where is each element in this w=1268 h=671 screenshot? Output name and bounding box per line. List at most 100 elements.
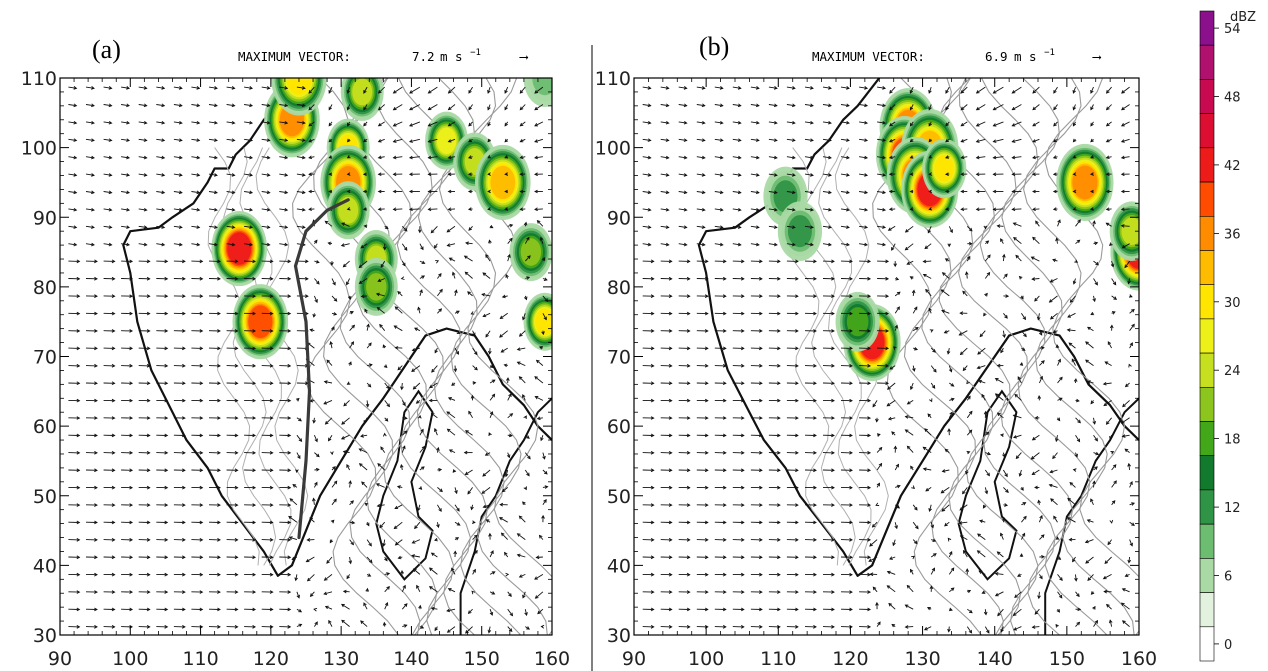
- panel-b-wind-vector: [966, 429, 973, 436]
- panel-a-reflectivity-cell: [509, 223, 552, 282]
- panel-b-wind-vector: [714, 103, 724, 108]
- panel-b-wind-vector: [886, 585, 896, 593]
- panel-a-wind-vector: [103, 363, 116, 368]
- panel-a-wind-vector: [430, 225, 438, 234]
- panel-a-wind-vector: [401, 445, 406, 453]
- panel-a-wind-vector: [507, 393, 512, 401]
- panel-b-wind-vector: [804, 503, 817, 507]
- panel-b-wind-vector: [1074, 452, 1078, 458]
- panel-b-label: (b): [699, 32, 729, 61]
- panel-b-wind-vector: [859, 451, 872, 455]
- panel-a-wind-vector: [261, 538, 274, 542]
- panel-a-wind-vector: [226, 485, 239, 490]
- panel-b-wind-vector: [1075, 607, 1082, 612]
- panel-a-wind-vector: [226, 225, 236, 229]
- panel-b-wind-vector: [886, 400, 896, 407]
- panel-a-wind-vector: [85, 503, 98, 507]
- panel-b-wind-vector: [1035, 220, 1040, 227]
- panel-a-wind-vector: [428, 398, 438, 403]
- panel-a-wind-vector: [485, 254, 491, 262]
- panel-a-wind-vector: [244, 451, 257, 455]
- panel-b-wind-vector: [804, 155, 814, 160]
- panel-a-wind-vector: [226, 572, 239, 577]
- panel-a-wind-vector: [68, 138, 78, 142]
- panel-b-wind-vector: [786, 190, 796, 195]
- panel-b-wind-vector: [768, 398, 781, 403]
- panel-a-wind-vector: [314, 621, 318, 627]
- panel-b-wind-vector: [804, 225, 814, 229]
- panel-b-wind-vector: [887, 225, 896, 231]
- panel-b-wind-vector: [768, 294, 781, 298]
- panel-b-wind-vector: [750, 520, 763, 525]
- panel-b-wind-vector: [1085, 341, 1094, 349]
- panel-b-wind-vector: [948, 411, 953, 419]
- panel-a-wind-vector: [418, 604, 422, 610]
- panel-a-wind-vector: [121, 120, 131, 125]
- panel-b-wind-vector: [1013, 626, 1022, 631]
- panel-b-wind-vector: [696, 103, 706, 108]
- panel-b-wind-vector: [678, 572, 691, 577]
- panel-b-wind-vector: [889, 121, 896, 127]
- panel-b-wind-vector: [714, 329, 727, 333]
- panel-a-wind-vector: [191, 86, 201, 90]
- panel-a-wind-vector: [377, 278, 385, 283]
- panel-a-wind-vector: [376, 307, 385, 314]
- panel-b-wind-vector: [732, 590, 745, 594]
- panel-b-y-tick-label: 80: [607, 277, 631, 299]
- panel-a-wind-vector: [226, 103, 236, 108]
- panel-b-wind-vector: [804, 538, 817, 542]
- panel-a-wind-vector: [435, 328, 440, 333]
- panel-a-wind-vector: [416, 584, 421, 593]
- panel-a-wind-vector: [399, 463, 404, 471]
- panel-b-wind-vector: [997, 608, 1004, 617]
- panel-a-wind-vector: [261, 590, 274, 594]
- panel-b-wind-vector: [1127, 556, 1132, 564]
- panel-b-wind-vector: [642, 607, 655, 612]
- panel-b-wind-vector: [1129, 481, 1133, 488]
- panel-a-wind-vector: [534, 574, 544, 580]
- panel-a-wind-vector: [379, 521, 386, 529]
- panel-b-reference-arrow: ⟶: [1092, 49, 1102, 64]
- panel-a-wind-vector: [103, 590, 116, 594]
- panel-a-wind-vector: [156, 190, 166, 195]
- panel-a-wind-vector: [524, 255, 531, 262]
- panel-b-wind-vector: [822, 416, 835, 420]
- panel-a-wind-vector: [507, 237, 513, 244]
- panel-a-wind-vector: [384, 572, 391, 576]
- panel-a-wind-vector: [447, 86, 456, 94]
- panel-a-wind-vector: [173, 207, 183, 212]
- panel-b-wind-vector: [660, 346, 673, 351]
- panel-b-wind-vector: [1120, 138, 1130, 143]
- panel-b-wind-vector: [696, 329, 709, 333]
- panel-a-wind-vector: [85, 607, 98, 612]
- panel-a-wind-vector: [173, 520, 186, 525]
- panel-a-wind-vector: [173, 433, 186, 438]
- panel-b-wind-vector: [678, 433, 691, 438]
- panel-b-wind-vector: [660, 155, 670, 160]
- panel-a-wind-vector: [396, 485, 403, 489]
- panel-a-wind-vector: [68, 607, 81, 612]
- panel-b-wind-vector: [678, 190, 688, 195]
- panel-b-wind-vector: [1090, 121, 1094, 127]
- panel-b-wind-vector: [714, 398, 727, 403]
- panel-b-wind-vector: [804, 485, 817, 490]
- panel-b-wind-vector: [966, 255, 971, 262]
- panel-b-wind-vector: [768, 468, 781, 473]
- panel-b-wind-vector: [948, 365, 953, 373]
- panel-b-wind-vector: [1021, 502, 1027, 506]
- panel-a-wind-vector: [85, 259, 98, 264]
- panel-a-wind-vector: [313, 435, 318, 443]
- panel-a-terrain-contour: [417, 78, 522, 635]
- panel-b-wind-vector: [822, 451, 835, 455]
- panel-b-wind-vector: [1093, 241, 1099, 246]
- panel-b-wind-vector: [732, 625, 745, 629]
- panel-b-wind-vector: [1021, 515, 1027, 523]
- panel-a-wind-vector: [305, 556, 315, 563]
- panel-b-wind-vector: [909, 138, 914, 143]
- panel-a-vector-header: MAXIMUM VECTOR: 7.2 m s −1 ⟶: [238, 43, 529, 64]
- panel-a-wind-vector: [331, 278, 336, 286]
- panel-a-wind-vector: [173, 311, 186, 316]
- panel-a-wind-vector: [408, 207, 420, 212]
- panel-a-wind-vector: [340, 434, 350, 440]
- panel-b-wind-vector: [750, 242, 760, 247]
